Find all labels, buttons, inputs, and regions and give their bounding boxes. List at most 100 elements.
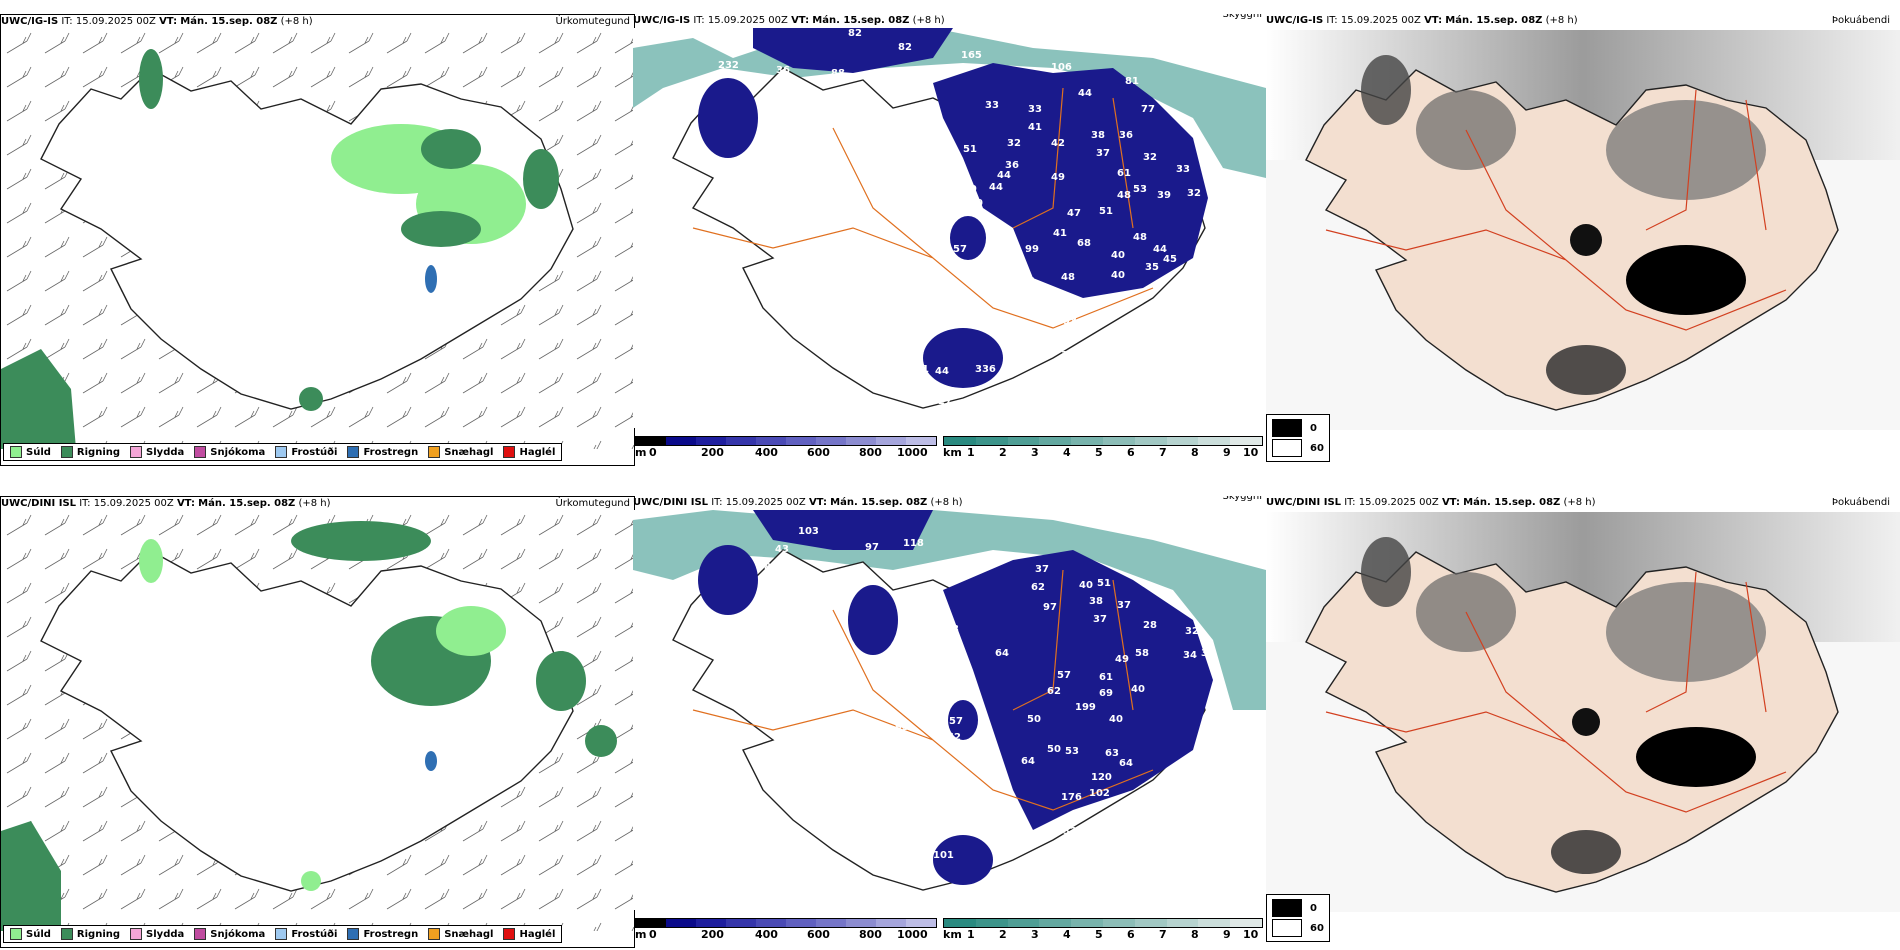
scale-tick: 7 — [1159, 928, 1167, 941]
legend-item: Slydda — [130, 928, 184, 940]
roads — [1325, 89, 1787, 331]
rain-areas — [1, 521, 617, 931]
cloud-base-label: 82 — [848, 28, 862, 39]
cloud-base-label: 40 — [1111, 270, 1125, 281]
scale-unit: m — [635, 446, 647, 459]
legend-item: Snæhagl — [428, 928, 493, 940]
cloud-base-label: 49 — [1115, 654, 1129, 665]
cloud-base-scale: m 0 200 400 600 800 1000 — [635, 436, 937, 464]
cloud-base-label: 43 — [775, 544, 789, 555]
roads — [692, 569, 1154, 811]
cloud-base-label: 48 — [1236, 216, 1250, 227]
cloud-base-label: 99 — [1025, 244, 1039, 255]
fog-header: UWC/DINI ISL IT: 15.09.2025 00Z VT: Mán.… — [1266, 496, 1900, 510]
scale-tick: 1000 — [897, 928, 928, 941]
cloud-header: UWC/DINI ISL IT: 15.09.2025 00Z VT: Mán.… — [633, 496, 1266, 510]
lead-time: (+8 h) — [912, 15, 945, 26]
cloud-base-label: 37 — [1117, 600, 1131, 611]
fog-panel-row2: UWC/DINI ISL IT: 15.09.2025 00Z VT: Mán.… — [1266, 496, 1900, 946]
scale-unit: km — [943, 928, 962, 941]
cloud-base-label: 102 — [1089, 788, 1110, 799]
legend-item: Súld — [10, 928, 51, 940]
cloud-base-label: 176 — [1061, 792, 1082, 803]
cloud-base-label: 61 — [1099, 672, 1113, 683]
legend-item: Rigning — [60, 928, 120, 940]
cloud-base-label: 35 — [1145, 262, 1159, 273]
it-label: IT: — [1326, 15, 1338, 26]
scale-tick: 9 — [1223, 446, 1231, 459]
low-cloud-areas — [698, 28, 1208, 388]
cloud-base-label: 71 — [915, 364, 929, 375]
scale-tick: 1 — [967, 446, 975, 459]
precip-map — [1, 511, 634, 931]
cloud-base-label: 77 — [895, 254, 909, 265]
cloud-base-label: 37 — [1035, 564, 1049, 575]
cloud-base-label: 53 — [1065, 746, 1079, 757]
scale-tick: 10 — [1243, 446, 1259, 459]
scale-unit: m — [635, 928, 647, 941]
roads — [1325, 571, 1787, 813]
vt-value: Mán. 15.sep. 08Z — [198, 498, 296, 509]
legend-item: Snjókoma — [194, 928, 265, 940]
cloud-base-label: 37 — [1061, 350, 1075, 361]
cloud-base-label: 48 — [1117, 190, 1131, 201]
lead-time: (+8 h) — [1563, 497, 1596, 508]
cloud-base-label: 38 — [1091, 130, 1105, 141]
cloud-base-label: 47 — [1067, 208, 1081, 219]
it-value: 15.09.2025 00Z — [1358, 497, 1439, 508]
fog-legend: 0 60 — [1266, 414, 1330, 462]
panel-type: Skyggni — [1222, 14, 1262, 20]
scale-tick: 2 — [999, 928, 1007, 941]
legend-item: Haglél — [503, 446, 555, 458]
vt-label: VT: — [176, 498, 195, 509]
cloud-base-label: 37 — [1096, 148, 1110, 159]
cloud-base-label: 199 — [1075, 702, 1096, 713]
panel-type: Skyggni — [1222, 496, 1262, 502]
scale-tick: 6 — [1127, 446, 1135, 459]
cloud-base-label: 44 — [1153, 244, 1167, 255]
it-label: IT: — [61, 16, 73, 27]
cloud-base-label: 63 — [945, 624, 959, 635]
scale-tick: 2 — [999, 446, 1007, 459]
cloud-base-label: 48 — [1133, 232, 1147, 243]
cloud-base-label: 95 — [895, 722, 909, 733]
cloud-base-label: 33 — [1028, 104, 1042, 115]
legend-item: Haglél — [503, 928, 555, 940]
model-name: UWC/IG-IS — [633, 15, 691, 26]
cloud-base-label: 36 — [776, 65, 790, 76]
cloud-base-label: 27 — [938, 396, 952, 407]
cloud-base-label: 40 — [1111, 250, 1125, 261]
cloud-base-label: 35 — [779, 558, 793, 569]
legend-item: Snæhagl — [428, 446, 493, 458]
model-name: UWC/IG-IS — [1266, 15, 1324, 26]
cloud-base-label: 300 — [1221, 208, 1242, 219]
cloud-base-label: 51 — [1099, 206, 1113, 217]
it-label: IT: — [711, 497, 723, 508]
cloud-base-label: 68 — [1077, 238, 1091, 249]
it-value: 15.09.2025 00Z — [707, 15, 788, 26]
lead-time: (+8 h) — [1545, 15, 1578, 26]
fog-indicator-areas — [1361, 55, 1766, 395]
cloud-base-label: 165 — [961, 50, 982, 61]
cloud-base-label: 40 — [1109, 714, 1123, 725]
cloud-base-label: 106 — [1051, 62, 1072, 73]
cloud-base-label: 97 — [1043, 602, 1057, 613]
scale-tick: 0 — [649, 446, 657, 459]
cloud-base-label: 41 — [1028, 122, 1042, 133]
cloud-header: UWC/IG-IS IT: 15.09.2025 00Z VT: Mán. 15… — [633, 14, 1266, 28]
it-label: IT: — [1344, 497, 1356, 508]
fog-legend-label: 0 — [1310, 422, 1317, 434]
vt-label: VT: — [808, 497, 827, 508]
cloud-base-label: 32 — [1143, 152, 1157, 163]
cloud-base-label: 60 — [969, 198, 983, 209]
scale-tick: 0 — [649, 928, 657, 941]
cloud-base-label: 40 — [1079, 580, 1093, 591]
cloud-map: 103 97 118 43 35 39 38 44 37 62 40 51 38… — [633, 510, 1266, 910]
precip-legend: Súld Rigning Slydda Snjókoma Frostúði Fr… — [3, 443, 563, 461]
fog-map — [1266, 30, 1900, 430]
cloud-base-label: 63 — [1105, 748, 1119, 759]
lead-time: (+8 h) — [280, 16, 313, 27]
scale-tick: 5 — [1095, 446, 1103, 459]
cloud-base-label: 53 — [1133, 184, 1147, 195]
visibility-scale: km 1 2 3 4 5 6 7 8 9 10 — [943, 918, 1263, 946]
